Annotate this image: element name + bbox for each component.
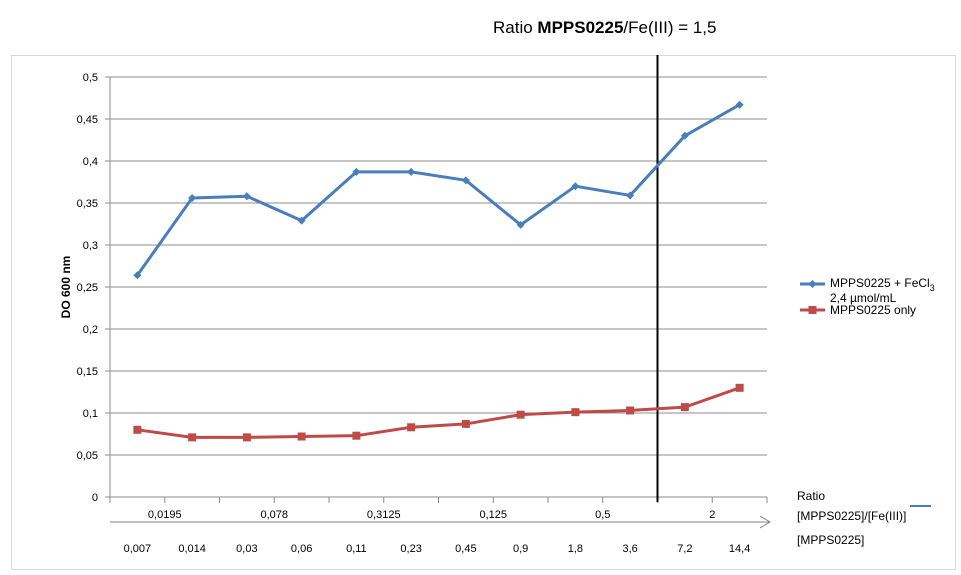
x-tick-label: 0,23: [400, 543, 421, 555]
ratio-tick-label: 0,0195: [148, 509, 182, 521]
ratio-axis-label-line1: Ratio: [797, 489, 825, 503]
series-line: [136, 103, 741, 277]
x-tick-label: 7,2: [677, 543, 692, 555]
legend-label: MPPS0225 only: [830, 303, 916, 317]
y-tick-label: 0,35: [77, 198, 98, 210]
x-tick-label: 0,007: [124, 543, 152, 555]
legend-label: MPPS0225 + FeCl3: [830, 276, 935, 293]
series-point: [626, 406, 635, 415]
series-point: [352, 167, 361, 176]
series-point: [680, 403, 689, 412]
ratio-title-suffix: /Fe(III) = 1,5: [623, 18, 717, 37]
series-point: [516, 410, 525, 419]
series-point: [461, 176, 470, 185]
series-point: [516, 220, 525, 229]
x-tick-label: 3,6: [622, 543, 637, 555]
y-tick-label: 0,25: [77, 282, 98, 294]
series-point: [407, 167, 416, 176]
series-point: [680, 131, 689, 140]
ratio-title-prefix: Ratio: [493, 18, 538, 37]
y-tick-label: 0,2: [83, 324, 98, 336]
y-axis-label: DO 600 nm: [59, 256, 73, 319]
series-point: [242, 433, 251, 442]
x-axis-label: [MPPS0225]: [797, 533, 864, 547]
ratio-title-bold: MPPS0225: [537, 18, 624, 37]
y-tick-label: 0: [92, 492, 98, 504]
series-point: [571, 408, 580, 417]
series-point: [297, 432, 306, 441]
x-tick-label: 0,9: [513, 543, 528, 555]
x-tick-label: 0,014: [178, 543, 206, 555]
series-point: [626, 191, 635, 200]
series-point: [571, 182, 580, 191]
y-tick-label: 0,45: [77, 114, 98, 126]
ratio-axis-arrow: [759, 515, 771, 529]
ratio-tick-label: 0,125: [479, 509, 507, 521]
y-tick-label: 0,05: [77, 450, 98, 462]
series-point: [461, 419, 470, 428]
legend-swatch-marker: [808, 280, 817, 288]
ratio-tick-label: 0,078: [260, 509, 288, 521]
series-line: [137, 386, 741, 439]
series-point: [297, 216, 306, 225]
legend-swatch-marker: [808, 306, 817, 314]
series-point: [133, 425, 142, 434]
legend-label-line2: 2,4 µmol/mL: [830, 291, 897, 305]
x-tick-label: 0,06: [291, 543, 312, 555]
series-point: [188, 193, 197, 202]
y-tick-label: 0,4: [83, 156, 98, 168]
chart-frame: [11, 55, 956, 570]
ratio-title: Ratio MPPS0225/Fe(III) = 1,5: [493, 18, 716, 38]
ratio-tick-label: 0,3125: [367, 509, 401, 521]
x-tick-label: 0,03: [236, 543, 257, 555]
series-point: [188, 433, 197, 442]
x-tick-label: 0,45: [455, 543, 476, 555]
series-point: [735, 100, 744, 109]
x-tick-label: 1,8: [568, 543, 583, 555]
legend-label-subscript: 3: [930, 283, 935, 293]
series-point: [242, 192, 251, 201]
ratio-tick-label: 2: [709, 509, 715, 521]
series-point: [133, 271, 142, 280]
x-tick-label: 0,11: [346, 543, 367, 555]
series-point: [352, 431, 361, 440]
y-tick-label: 0,5: [83, 72, 98, 84]
y-tick-label: 0,3: [83, 240, 98, 252]
ratio-tick-label: 0,5: [595, 509, 610, 521]
y-tick-label: 0,15: [77, 366, 98, 378]
y-tick-label: 0,1: [83, 408, 98, 420]
series-point: [407, 423, 416, 432]
series-point: [735, 383, 744, 392]
x-tick-label: 14,4: [729, 543, 750, 555]
ratio-axis-label-line2: [MPPS0225]/[Fe(III)]: [797, 509, 906, 523]
